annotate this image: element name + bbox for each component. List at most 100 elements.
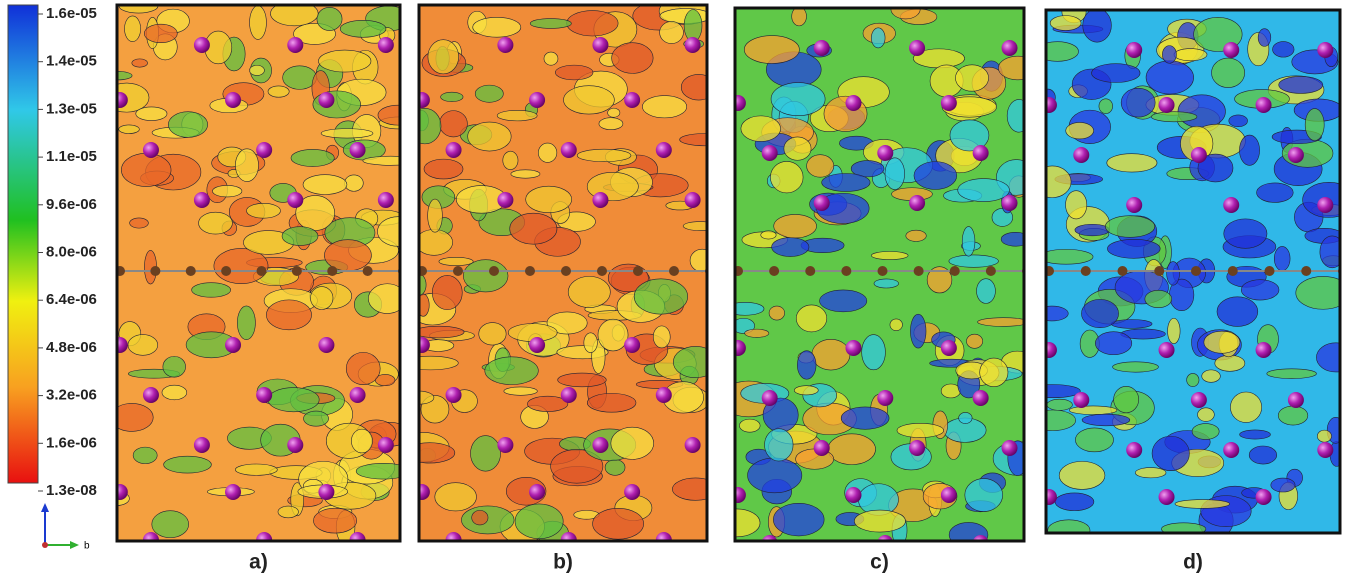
contour-region bbox=[1151, 112, 1197, 122]
atom bbox=[877, 390, 893, 406]
contour-region bbox=[515, 504, 563, 539]
contour-region bbox=[1316, 343, 1355, 372]
contour-region bbox=[769, 306, 785, 320]
contour-region bbox=[318, 50, 370, 72]
contour-region bbox=[128, 335, 158, 356]
contour-region bbox=[555, 65, 593, 80]
contour-region bbox=[765, 429, 794, 461]
contour-region bbox=[1279, 76, 1323, 93]
contour-region bbox=[949, 255, 999, 267]
contour-region bbox=[774, 214, 817, 238]
tick-label: 1.3e-08 bbox=[46, 482, 97, 499]
contour-region bbox=[642, 96, 686, 118]
atom bbox=[143, 387, 159, 403]
contour-region bbox=[1066, 122, 1094, 138]
atom bbox=[1191, 147, 1207, 163]
contour-region bbox=[807, 155, 834, 177]
atom bbox=[814, 440, 830, 456]
atom bbox=[986, 266, 996, 276]
contour-region bbox=[1241, 280, 1279, 300]
contour-region bbox=[168, 112, 207, 138]
contour-region bbox=[1146, 61, 1194, 94]
atom bbox=[256, 387, 272, 403]
atom bbox=[1256, 97, 1272, 113]
contour-region bbox=[119, 125, 140, 134]
atom bbox=[1159, 97, 1175, 113]
contour-region bbox=[1113, 362, 1159, 372]
atom bbox=[877, 145, 893, 161]
contour-region bbox=[1114, 386, 1139, 412]
atom bbox=[762, 145, 778, 161]
atom bbox=[1041, 342, 1057, 358]
contour-region bbox=[1135, 468, 1166, 478]
atom bbox=[287, 437, 303, 453]
contour-region bbox=[363, 156, 419, 165]
atom bbox=[327, 266, 337, 276]
contour-region bbox=[511, 170, 540, 178]
contour-region bbox=[378, 105, 418, 125]
atom bbox=[292, 266, 302, 276]
contour-region bbox=[962, 227, 975, 257]
atom bbox=[529, 337, 545, 353]
contour-region bbox=[212, 185, 242, 197]
contour-region bbox=[530, 19, 571, 29]
atom bbox=[497, 437, 513, 453]
contour-region bbox=[1099, 99, 1113, 114]
atom bbox=[112, 337, 128, 353]
atom bbox=[950, 266, 960, 276]
contour-region bbox=[351, 429, 372, 453]
atom bbox=[1223, 442, 1239, 458]
contour-region bbox=[317, 7, 342, 30]
contour-region bbox=[1047, 399, 1073, 410]
contour-region bbox=[428, 40, 459, 74]
contour-region bbox=[1296, 276, 1351, 309]
contour-region bbox=[1187, 373, 1199, 386]
atom bbox=[453, 266, 463, 276]
contour-region bbox=[862, 335, 886, 370]
atom bbox=[256, 142, 272, 158]
contour-region bbox=[133, 447, 157, 463]
contour-region bbox=[439, 111, 467, 137]
contour-region bbox=[683, 222, 717, 231]
atom bbox=[1118, 266, 1128, 276]
atom bbox=[1256, 342, 1272, 358]
atom bbox=[1126, 442, 1142, 458]
atom bbox=[845, 340, 861, 356]
contour-region bbox=[435, 483, 477, 511]
atom bbox=[350, 387, 366, 403]
atom bbox=[446, 142, 462, 158]
contour-region bbox=[538, 143, 557, 162]
contour-region bbox=[268, 388, 319, 412]
atom bbox=[318, 92, 334, 108]
contour-region bbox=[1107, 239, 1160, 258]
atom bbox=[363, 266, 373, 276]
atom bbox=[624, 484, 640, 500]
atom bbox=[633, 266, 643, 276]
atom bbox=[1126, 42, 1142, 58]
contour-region bbox=[660, 21, 684, 43]
contour-region bbox=[409, 108, 441, 144]
contour-region bbox=[1092, 64, 1141, 83]
atom bbox=[973, 535, 989, 551]
contour-region bbox=[897, 423, 944, 437]
atom bbox=[624, 337, 640, 353]
atom bbox=[194, 192, 210, 208]
contour-region bbox=[1258, 29, 1271, 47]
contour-region bbox=[432, 275, 462, 309]
contour-region bbox=[1317, 430, 1331, 442]
contour-region bbox=[249, 65, 264, 75]
atom bbox=[814, 195, 830, 211]
contour-region bbox=[1121, 88, 1155, 117]
contour-region bbox=[1050, 16, 1081, 31]
contour-region bbox=[914, 162, 957, 190]
contour-region bbox=[235, 464, 277, 475]
contour-map bbox=[397, 0, 729, 548]
contour-region bbox=[1217, 297, 1258, 327]
contour-region bbox=[1111, 319, 1152, 328]
contour-region bbox=[278, 506, 298, 518]
contour-region bbox=[748, 458, 802, 493]
contour-region bbox=[634, 279, 688, 314]
contour-region bbox=[812, 339, 850, 370]
contour-region bbox=[1175, 500, 1230, 509]
contour-region bbox=[1202, 370, 1221, 382]
